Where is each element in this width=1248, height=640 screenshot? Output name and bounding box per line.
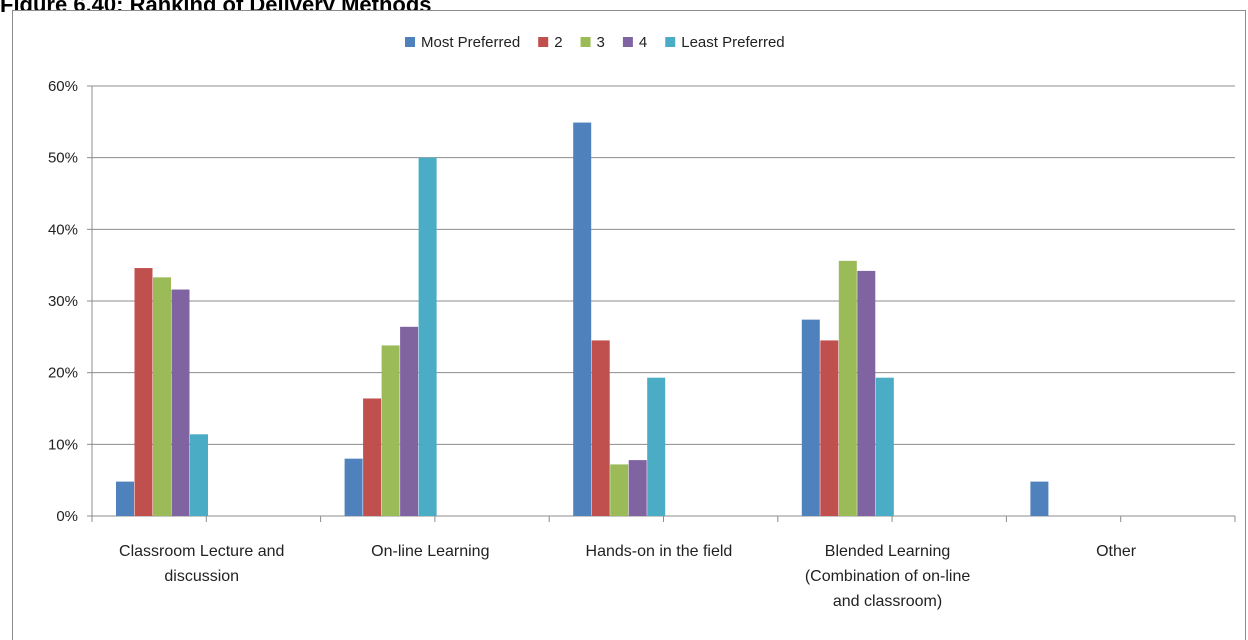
bar (116, 481, 134, 516)
bar (418, 157, 437, 516)
bar-chart: 0% 10% 20% 30% 40% 50% 60% Classroom Lecture an… (48, 34, 1236, 610)
legend-swatch (622, 37, 633, 47)
y-tick-label: 40% (48, 221, 78, 238)
x-category-label: Other (1096, 543, 1137, 560)
y-tick-label: 0% (56, 508, 78, 525)
x-category-label: and classroom) (833, 593, 942, 610)
legend-swatch (580, 37, 591, 47)
legend-label: 2 (554, 34, 562, 51)
bar (134, 268, 153, 516)
bar (801, 319, 820, 516)
legend: Most Preferred 2 3 4 Least Preferred (405, 34, 785, 51)
x-category-label: Classroom Lecture and (119, 543, 284, 560)
bars (116, 122, 1049, 517)
legend-item: 2 (538, 34, 563, 51)
legend-label: Most Preferred (421, 34, 520, 51)
x-category-label: discussion (164, 568, 239, 585)
x-category-label: (Combination of on-line (805, 568, 971, 585)
x-category-label: On-line Learning (371, 543, 489, 560)
legend-swatch (665, 37, 676, 47)
legend-item: 4 (622, 34, 647, 51)
bar (838, 260, 857, 516)
bar (628, 460, 647, 516)
legend-item: Least Preferred (665, 34, 785, 51)
bar (591, 340, 610, 516)
chart-frame: 0% 10% 20% 30% 40% 50% 60% Classroom Lecture an… (12, 10, 1246, 640)
x-category-label: Hands-on in the field (586, 543, 733, 560)
y-tick-label: 10% (48, 436, 78, 453)
bar (573, 122, 592, 517)
legend-label: 3 (597, 34, 605, 51)
y-tick-label: 30% (48, 293, 78, 310)
legend-label: 4 (639, 34, 647, 51)
bar (400, 326, 419, 516)
bar (610, 464, 629, 516)
bar (171, 289, 190, 516)
bar (190, 434, 208, 516)
bar (344, 458, 363, 516)
bar (363, 398, 382, 516)
legend-item: Most Preferred (405, 34, 520, 51)
bar (1030, 481, 1049, 516)
bar (857, 270, 876, 516)
bar (647, 377, 666, 516)
bar (153, 277, 171, 516)
bar (820, 340, 839, 516)
y-tick-label: 60% (48, 78, 78, 95)
legend-item: 3 (580, 34, 605, 51)
axis-labels: 0% 10% 20% 30% 40% 50% 60% Classroom Lecture an… (48, 78, 1137, 610)
y-tick-label: 20% (48, 365, 78, 382)
bar (381, 345, 400, 516)
legend-label: Least Preferred (681, 34, 784, 51)
bar (875, 377, 894, 516)
x-category-label: Blended Learning (825, 543, 950, 560)
legend-swatch (405, 37, 415, 47)
legend-swatch (538, 37, 549, 47)
y-tick-label: 50% (48, 150, 78, 167)
